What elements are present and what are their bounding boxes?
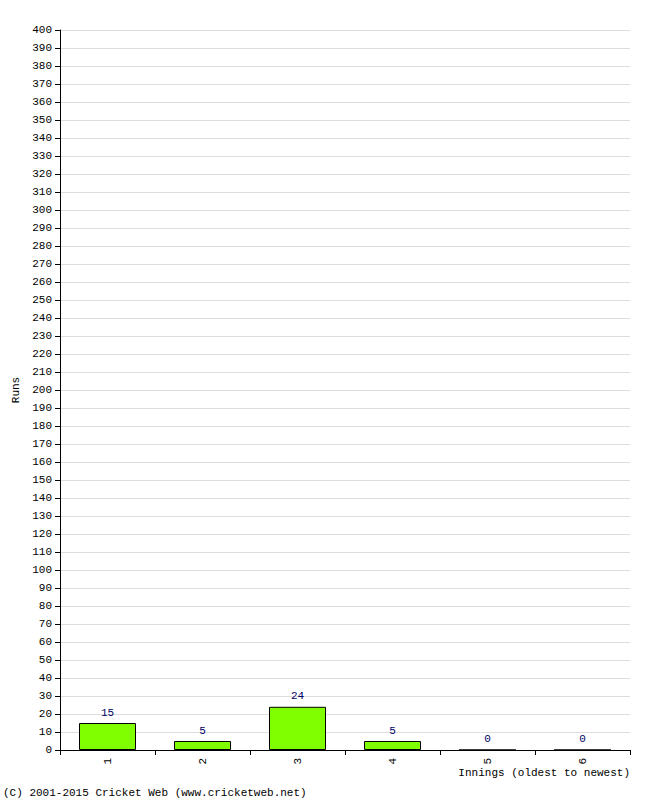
svg-text:24: 24 (291, 690, 305, 702)
svg-text:300: 300 (32, 204, 52, 216)
svg-text:100: 100 (32, 564, 52, 576)
svg-text:5: 5 (199, 725, 206, 737)
svg-text:0: 0 (484, 733, 491, 745)
svg-text:10: 10 (39, 726, 52, 738)
svg-text:240: 240 (32, 312, 52, 324)
svg-text:130: 130 (32, 510, 52, 522)
svg-text:200: 200 (32, 384, 52, 396)
svg-text:40: 40 (39, 672, 52, 684)
svg-text:1: 1 (102, 758, 114, 765)
svg-text:(C) 2001-2015 Cricket Web (www: (C) 2001-2015 Cricket Web (www.cricketwe… (3, 787, 307, 799)
svg-text:390: 390 (32, 42, 52, 54)
svg-text:250: 250 (32, 294, 52, 306)
svg-text:310: 310 (32, 186, 52, 198)
svg-text:400: 400 (32, 24, 52, 36)
svg-text:350: 350 (32, 114, 52, 126)
svg-text:210: 210 (32, 366, 52, 378)
svg-text:340: 340 (32, 132, 52, 144)
svg-text:370: 370 (32, 78, 52, 90)
svg-text:80: 80 (39, 600, 52, 612)
svg-text:280: 280 (32, 240, 52, 252)
svg-text:160: 160 (32, 456, 52, 468)
svg-text:220: 220 (32, 348, 52, 360)
svg-text:30: 30 (39, 690, 52, 702)
svg-text:290: 290 (32, 222, 52, 234)
svg-text:50: 50 (39, 654, 52, 666)
svg-text:320: 320 (32, 168, 52, 180)
svg-text:230: 230 (32, 330, 52, 342)
svg-text:380: 380 (32, 60, 52, 72)
svg-text:Innings (oldest to newest): Innings (oldest to newest) (458, 767, 630, 779)
svg-text:60: 60 (39, 636, 52, 648)
svg-text:140: 140 (32, 492, 52, 504)
svg-text:120: 120 (32, 528, 52, 540)
svg-text:0: 0 (45, 744, 52, 756)
svg-text:5: 5 (482, 758, 494, 765)
svg-text:190: 190 (32, 402, 52, 414)
svg-text:20: 20 (39, 708, 52, 720)
svg-text:5: 5 (389, 725, 396, 737)
svg-text:6: 6 (577, 758, 589, 765)
svg-text:110: 110 (32, 546, 52, 558)
svg-text:4: 4 (387, 758, 399, 765)
svg-text:70: 70 (39, 618, 52, 630)
svg-text:150: 150 (32, 474, 52, 486)
svg-text:15: 15 (101, 707, 114, 719)
svg-text:180: 180 (32, 420, 52, 432)
svg-text:0: 0 (579, 733, 586, 745)
svg-text:2: 2 (197, 758, 209, 765)
svg-text:260: 260 (32, 276, 52, 288)
svg-text:360: 360 (32, 96, 52, 108)
svg-text:170: 170 (32, 438, 52, 450)
svg-text:Runs: Runs (10, 377, 22, 403)
svg-text:3: 3 (292, 758, 304, 765)
svg-text:330: 330 (32, 150, 52, 162)
svg-text:90: 90 (39, 582, 52, 594)
svg-text:270: 270 (32, 258, 52, 270)
